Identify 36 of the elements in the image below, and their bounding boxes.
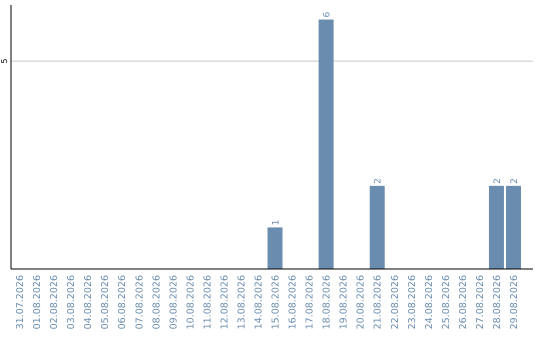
x-tick-label: 28.08.2026 <box>492 275 503 330</box>
x-tick-label: 06.08.2026 <box>117 275 128 330</box>
data-label: 2 <box>492 178 503 184</box>
x-tick-label: 15.08.2026 <box>270 275 282 330</box>
x-tick-label: 14.08.2026 <box>253 275 264 330</box>
x-tick-label: 04.08.2026 <box>83 275 94 330</box>
x-tick-label: 27.08.2026 <box>474 275 486 330</box>
data-label: 6 <box>322 12 333 18</box>
x-tick-label: 07.08.2026 <box>134 275 146 330</box>
x-tick-label: 16.08.2026 <box>288 275 299 330</box>
x-tick-label: 05.08.2026 <box>100 275 112 330</box>
x-tick-label: 13.08.2026 <box>236 275 248 330</box>
x-tick-label: 01.08.2026 <box>32 275 44 330</box>
x-tick-label: 09.08.2026 <box>168 275 180 330</box>
y-tick-label: 5 <box>0 58 9 64</box>
x-tick-label: 03.08.2026 <box>66 275 78 330</box>
x-tick-label: 12.08.2026 <box>219 275 230 330</box>
x-tick-label: 25.08.2026 <box>440 275 452 330</box>
x-tick-label: 29.08.2026 <box>508 275 520 330</box>
x-tick-label: 02.08.2026 <box>49 275 60 330</box>
x-tick-label: 08.08.2026 <box>151 275 162 330</box>
x-tick-label: 17.08.2026 <box>304 275 316 330</box>
x-tick-label: 11.08.2026 <box>202 275 214 330</box>
x-tick-label: 31.07.2026 <box>15 275 26 330</box>
data-label: 1 <box>272 220 282 226</box>
data-label: 2 <box>510 178 520 184</box>
x-tick-label: 22.08.2026 <box>390 275 401 330</box>
x-tick-label: 23.08.2026 <box>406 275 418 330</box>
x-tick-label: 20.08.2026 <box>356 275 367 330</box>
x-tick-label: 26.08.2026 <box>458 275 469 330</box>
x-tick-label: 19.08.2026 <box>338 275 350 330</box>
x-tick-label: 21.08.2026 <box>372 275 384 330</box>
x-tick-label: 10.08.2026 <box>185 275 196 330</box>
x-tick-label: 24.08.2026 <box>424 275 435 330</box>
x-tick-label: 18.08.2026 <box>322 275 333 330</box>
data-label: 2 <box>374 178 384 184</box>
